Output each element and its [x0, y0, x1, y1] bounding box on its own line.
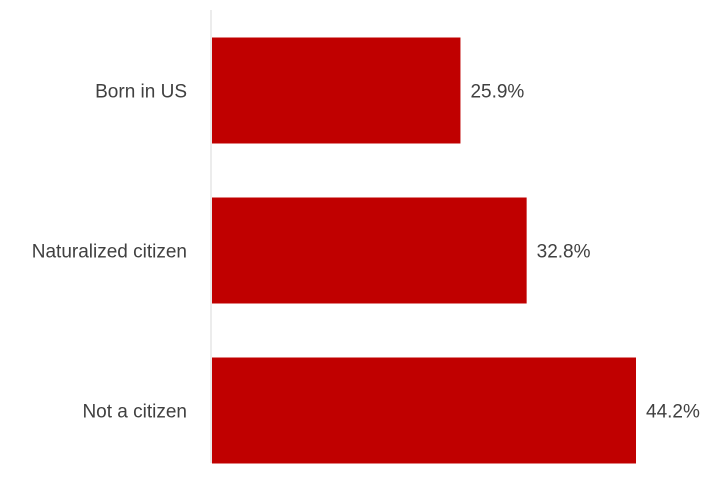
value-label: 32.8%: [537, 242, 591, 263]
value-label: 44.2%: [646, 402, 700, 423]
category-label: Not a citizen: [82, 402, 187, 423]
category-labels-group: Born in US Naturalized citizen Not a citiz…: [32, 82, 187, 423]
bar-born-in-us: [212, 37, 461, 144]
category-label: Born in US: [95, 82, 187, 103]
bar-naturalized-citizen: [212, 197, 527, 304]
bars-group: [212, 37, 636, 464]
value-label: 25.9%: [470, 82, 524, 103]
bar-not-a-citizen: [212, 357, 636, 464]
value-labels-group: 25.9% 32.8% 44.2%: [470, 82, 700, 423]
category-label: Naturalized citizen: [32, 242, 187, 263]
